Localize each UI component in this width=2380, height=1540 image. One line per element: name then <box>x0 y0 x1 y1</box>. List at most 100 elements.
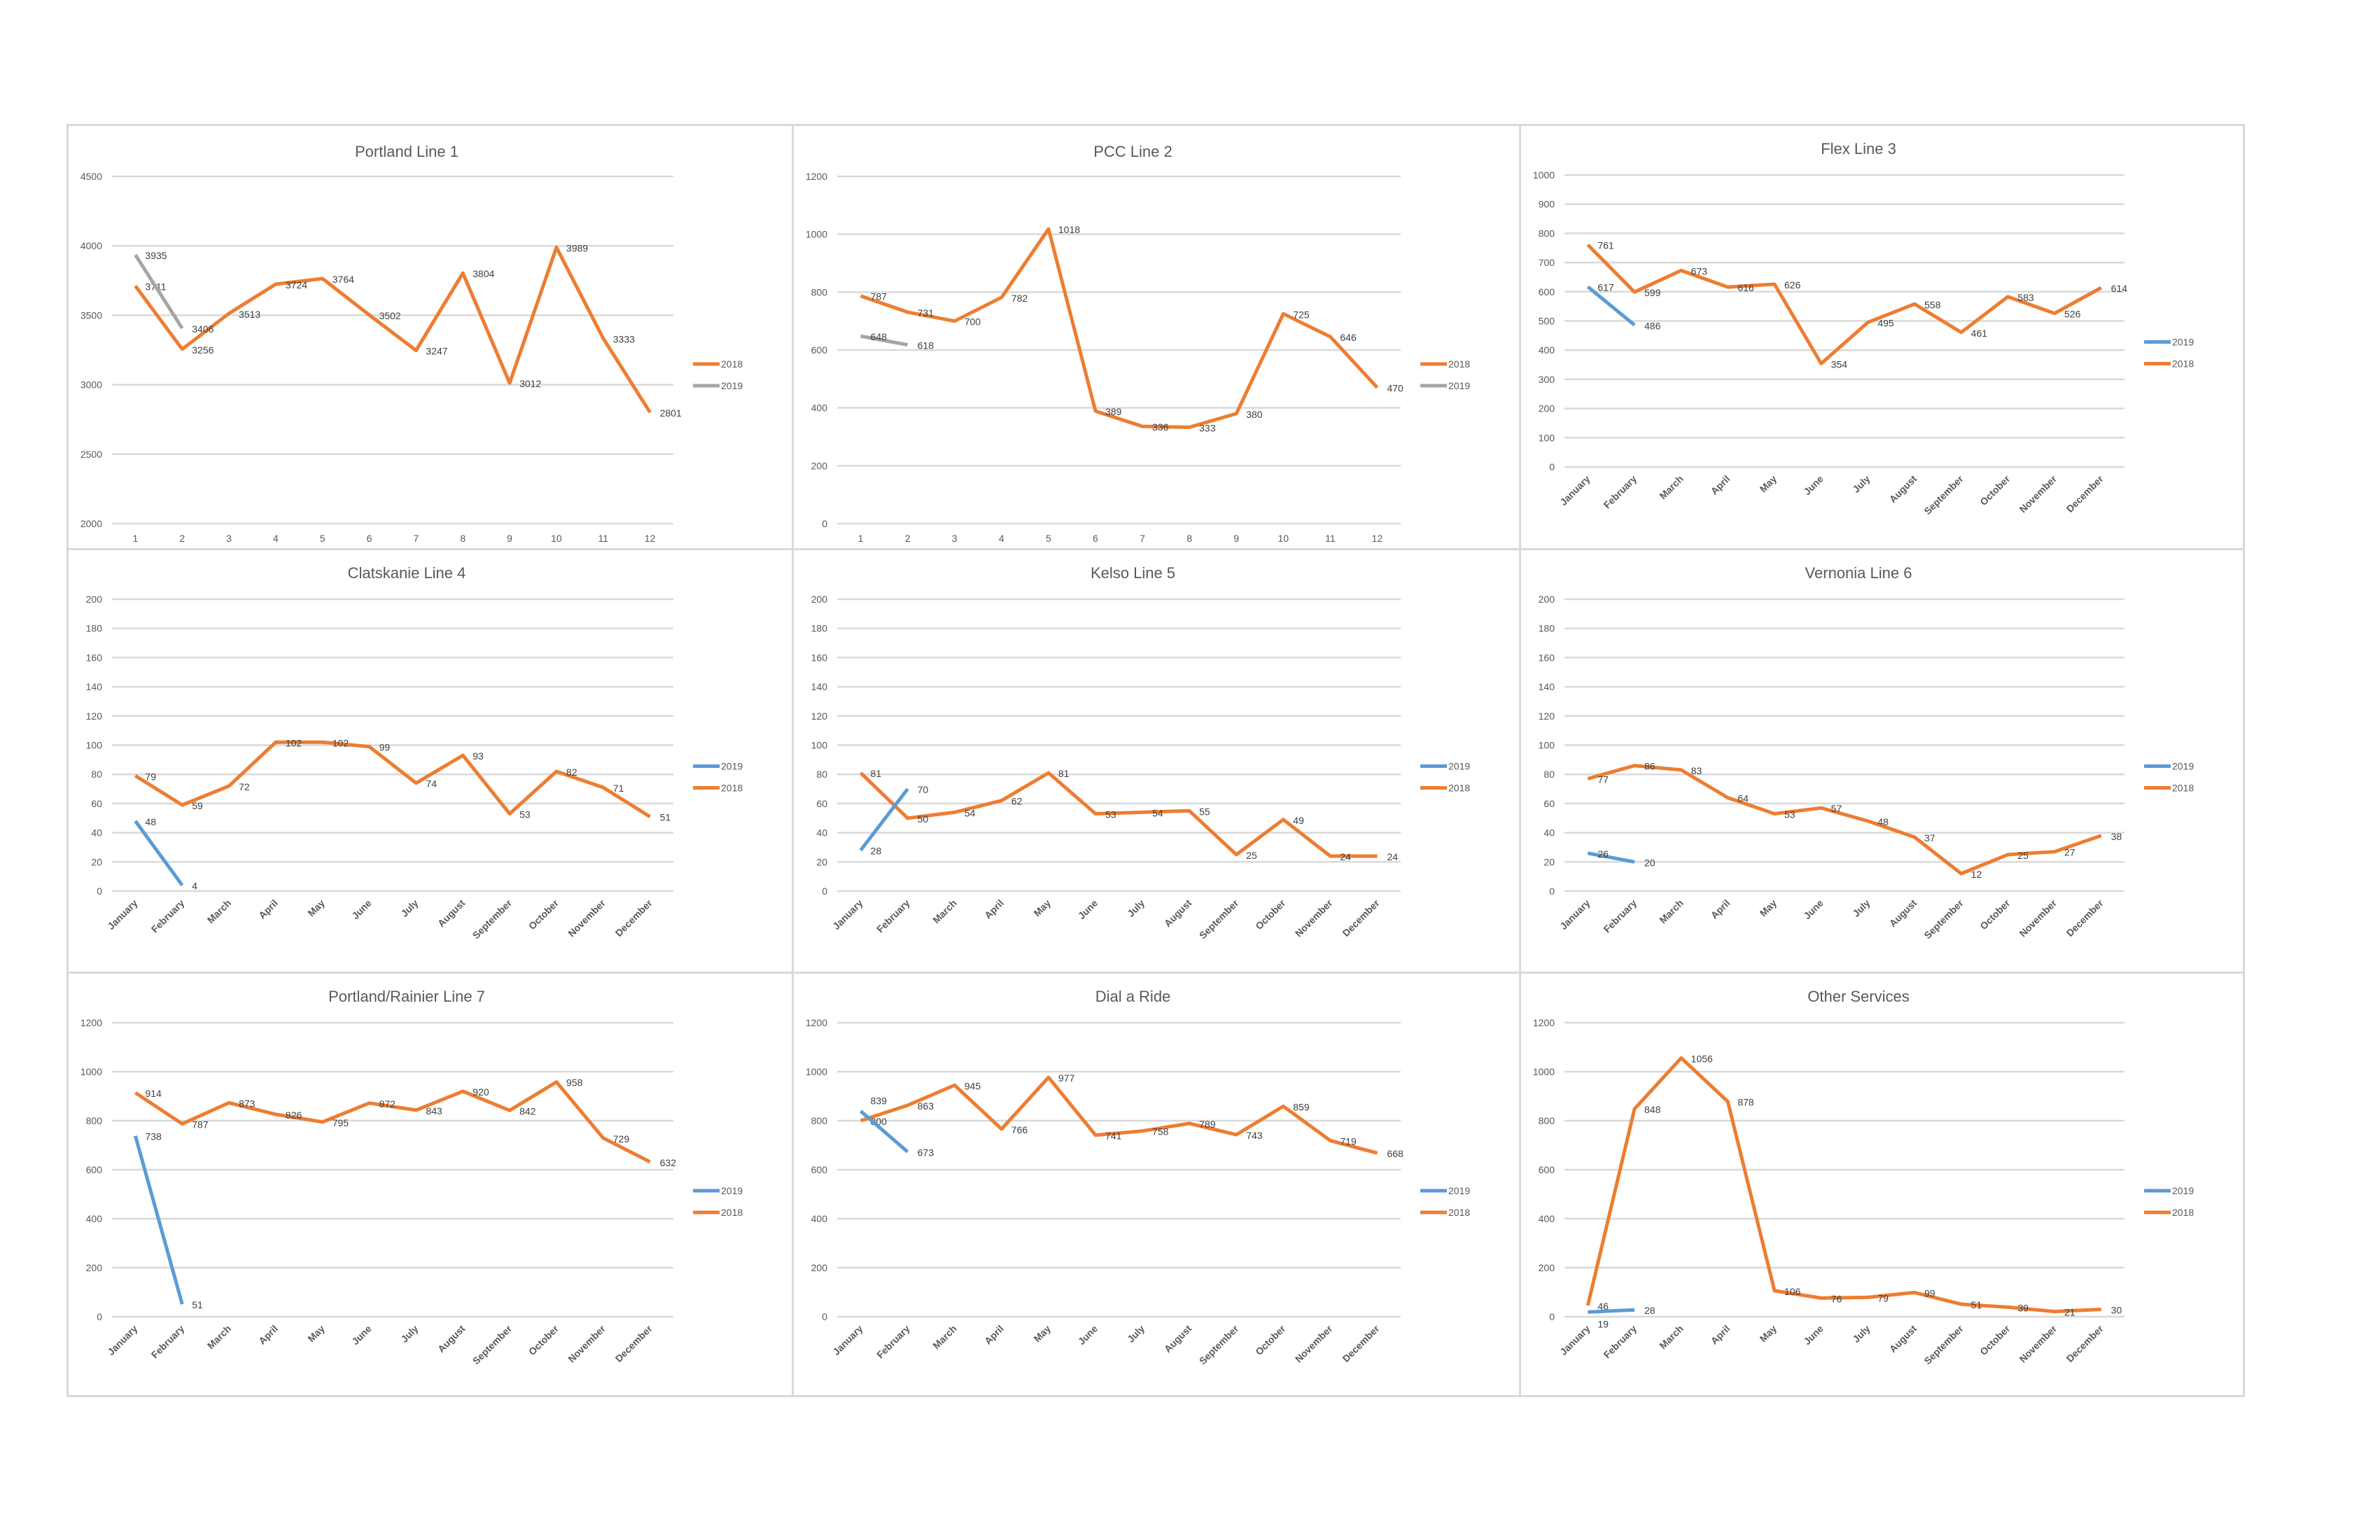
x-tick-label: July <box>398 1323 420 1345</box>
x-tick-label: June <box>349 897 374 922</box>
x-tick-label: 10 <box>551 533 562 544</box>
x-tick-label: September <box>470 1322 514 1366</box>
x-tick-label: May <box>1031 897 1053 919</box>
y-tick-label: 60 <box>1544 798 1555 809</box>
data-label-2018: 872 <box>379 1098 396 1110</box>
x-tick-label: 9 <box>1233 533 1239 544</box>
data-label-2019: 3935 <box>145 250 167 261</box>
data-label-2018: 3012 <box>519 378 541 389</box>
y-tick-label: 20 <box>91 856 102 867</box>
x-tick-label: July <box>398 897 420 919</box>
data-label-2018: 758 <box>1152 1126 1169 1138</box>
data-label-2019: 20 <box>1644 857 1656 868</box>
y-tick-label: 1200 <box>806 171 827 182</box>
x-tick-label: July <box>1125 1323 1147 1345</box>
y-tick-label: 1000 <box>1533 169 1555 181</box>
data-label-2018: 526 <box>2064 309 2081 320</box>
y-tick-label: 120 <box>1539 710 1555 722</box>
data-label-2018: 626 <box>1784 279 1801 290</box>
x-tick-label: August <box>1162 1323 1194 1355</box>
y-tick-label: 200 <box>811 594 828 605</box>
data-label-2018: 24 <box>1340 851 1351 862</box>
legend-label-2018: 2018 <box>721 358 743 370</box>
y-tick-label: 1200 <box>806 1017 827 1028</box>
y-tick-label: 0 <box>1549 461 1555 472</box>
chart-title: Other Services <box>1807 988 1910 1005</box>
y-tick-label: 120 <box>811 710 828 722</box>
x-tick-label: March <box>205 897 233 925</box>
data-label-2018: 55 <box>1199 806 1210 817</box>
x-tick-label: May <box>1758 897 1779 919</box>
x-tick-label: July <box>1850 897 1872 919</box>
data-label-2018: 106 <box>1784 1286 1801 1297</box>
x-tick-label: August <box>1162 897 1194 930</box>
y-tick-label: 800 <box>1539 227 1555 239</box>
data-label-2018: 333 <box>1199 422 1216 433</box>
data-label-2018: 766 <box>1011 1124 1028 1135</box>
x-tick-label: 6 <box>367 533 372 544</box>
data-label-2018: 495 <box>1877 318 1894 329</box>
data-label-2019: 28 <box>1644 1305 1656 1316</box>
y-tick-label: 200 <box>811 460 828 471</box>
x-tick-label: October <box>526 897 561 932</box>
series-line-2019 <box>134 253 184 330</box>
y-tick-label: 1000 <box>806 229 827 240</box>
data-label-2018: 46 <box>1597 1301 1609 1312</box>
data-label-2018: 729 <box>613 1133 630 1144</box>
x-tick-label: October <box>1977 1322 2012 1357</box>
x-tick-label: February <box>874 897 912 935</box>
x-tick-label: 1 <box>133 533 139 544</box>
data-label-2018: 614 <box>2111 283 2128 294</box>
data-label-2018: 102 <box>286 737 302 748</box>
x-tick-label: 6 <box>1093 533 1098 544</box>
data-label-2018: 1018 <box>1058 224 1080 235</box>
y-tick-label: 4000 <box>80 240 102 251</box>
y-tick-label: 160 <box>86 652 103 663</box>
data-label-2018: 741 <box>1105 1130 1122 1142</box>
y-tick-label: 160 <box>1539 652 1555 663</box>
x-tick-label: April <box>256 1323 280 1347</box>
series-line-2019 <box>1587 851 1635 864</box>
y-tick-label: 100 <box>1539 432 1555 443</box>
y-tick-label: 400 <box>1539 344 1555 356</box>
data-label-2018: 81 <box>1058 768 1070 779</box>
x-tick-label: February <box>1601 897 1639 935</box>
chart-title: PCC Line 2 <box>1093 143 1172 160</box>
data-label-2018: 25 <box>1246 850 1257 861</box>
y-tick-label: 800 <box>1539 1115 1555 1126</box>
data-label-2018: 99 <box>1924 1287 1935 1298</box>
x-tick-label: May <box>1031 1323 1053 1345</box>
data-label-2018: 24 <box>1387 851 1398 862</box>
data-label-2018: 93 <box>472 750 484 762</box>
y-tick-label: 0 <box>822 886 827 897</box>
series-line-2019 <box>1588 1308 1635 1314</box>
y-tick-label: 100 <box>811 740 828 751</box>
x-tick-label: August <box>435 1323 468 1355</box>
data-label-2018: 725 <box>1293 309 1310 320</box>
legend-label-2019: 2019 <box>1448 380 1470 391</box>
chart-panel-pcc-line-2: PCC Line 2 0 200 400 600 800 1000 1200 1 2 3 4 5 6 7 8 9… <box>792 124 1521 550</box>
data-label-2018: 782 <box>1011 293 1028 304</box>
data-label-2018: 826 <box>286 1110 302 1121</box>
y-tick-label: 80 <box>91 769 102 780</box>
data-label-2018: 3502 <box>379 310 401 321</box>
data-label-2018: 86 <box>1644 761 1656 772</box>
x-tick-label: 11 <box>598 533 608 544</box>
data-label-2018: 59 <box>192 800 203 811</box>
data-label-2018: 48 <box>1877 816 1889 827</box>
data-label-2019: 673 <box>918 1147 934 1158</box>
y-tick-label: 20 <box>1544 856 1555 867</box>
data-label-2018: 859 <box>1293 1101 1310 1112</box>
data-label-2018: 842 <box>519 1105 536 1116</box>
y-tick-label: 140 <box>1539 681 1555 692</box>
y-tick-label: 3500 <box>80 309 102 321</box>
series-line-2018 <box>1586 243 2102 365</box>
data-label-2018: 76 <box>1831 1293 1842 1304</box>
data-label-2018: 51 <box>1971 1299 1982 1310</box>
data-label-2019: 26 <box>1597 848 1609 860</box>
x-tick-label: October <box>1977 897 2012 932</box>
x-tick-label: December <box>1340 897 1382 939</box>
x-tick-label: 5 <box>1046 533 1051 544</box>
data-label-2018: 83 <box>1691 765 1702 776</box>
x-tick-label: February <box>149 1323 187 1361</box>
